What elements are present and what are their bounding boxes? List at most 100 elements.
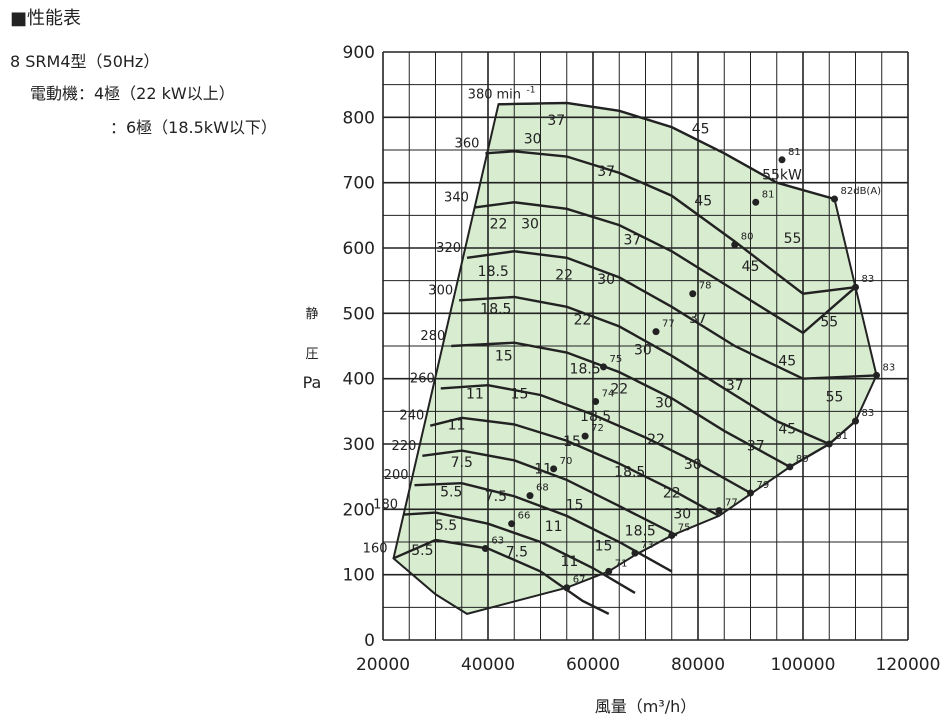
power-label: 5.5 <box>435 518 457 534</box>
power-label: 22 <box>647 432 665 448</box>
speed-label-180: 180 <box>373 498 398 513</box>
x-tick-label: 40000 <box>461 655 515 675</box>
speed-label-360: 360 <box>455 136 480 151</box>
noise-point <box>786 463 794 471</box>
noise-point <box>605 567 613 575</box>
x-tick-label: 120000 <box>876 655 941 675</box>
power-label: 22 <box>490 216 508 232</box>
speed-curve-300 <box>459 295 857 446</box>
power-label: 45 <box>694 194 712 210</box>
speed-label-340: 340 <box>444 190 469 205</box>
speed-curve-220 <box>422 449 678 537</box>
noise-point <box>689 290 697 298</box>
noise-label: 63 <box>491 536 504 547</box>
power-label: 37 <box>747 439 765 455</box>
y-axis-label: 圧 <box>305 347 318 362</box>
noise-label: 83 <box>883 362 896 373</box>
noise-point <box>592 398 600 406</box>
noise-label: 80 <box>796 454 809 465</box>
power-label: 30 <box>634 342 652 358</box>
noise-label: 78 <box>699 281 712 292</box>
power-label: 15 <box>511 386 529 402</box>
power-label: 55 <box>784 231 802 247</box>
power-label: 22 <box>574 312 592 328</box>
speed-curve-380 <box>498 101 835 201</box>
noise-label: 83 <box>862 408 875 419</box>
power-label: 55kW <box>762 167 802 183</box>
y-tick-label: 100 <box>343 566 375 586</box>
y-tick-label: 600 <box>343 239 375 259</box>
noise-label: 79 <box>757 480 770 491</box>
speed-curve-160 <box>393 538 610 615</box>
power-label: 55 <box>826 390 844 406</box>
power-label: 18.5 <box>480 301 511 317</box>
power-label: 30 <box>521 216 539 232</box>
power-label: 45 <box>778 354 796 370</box>
power-label: 37 <box>597 164 615 180</box>
y-tick-label: 0 <box>364 631 375 651</box>
power-label: 45 <box>692 122 710 138</box>
speed-label-240: 240 <box>399 409 424 424</box>
speed-unit-sup: -1 <box>527 85 536 95</box>
y-tick-label: 300 <box>343 435 375 455</box>
power-label: 11 <box>545 519 563 535</box>
power-label: 22 <box>663 486 681 502</box>
speed-curve-340 <box>474 201 857 335</box>
power-label: 30 <box>524 131 542 147</box>
noise-point <box>852 417 859 425</box>
power-label: 22 <box>555 267 573 283</box>
noise-label: 74 <box>602 389 615 400</box>
noise-point <box>631 549 639 557</box>
y-axis-label: 静 <box>305 307 318 322</box>
x-tick-label: 20000 <box>356 655 410 675</box>
speed-curve-200 <box>414 481 673 573</box>
power-label: 15 <box>495 348 513 364</box>
power-label: 18.5 <box>478 264 509 280</box>
speed-curve-260 <box>440 383 752 495</box>
power-label: 45 <box>778 422 796 438</box>
power-label: 11 <box>466 386 484 402</box>
noise-label: 71 <box>615 558 628 569</box>
power-label: 37 <box>547 113 565 129</box>
x-tick-label: 100000 <box>771 655 836 675</box>
power-label: 18.5 <box>570 361 601 377</box>
power-label: 30 <box>684 457 702 473</box>
noise-point <box>600 363 607 371</box>
speed-label-200: 200 <box>384 468 409 483</box>
power-label: 30 <box>655 395 673 411</box>
y-tick-label: 800 <box>343 108 375 128</box>
x-tick-label: 80000 <box>671 655 725 675</box>
power-label: 22 <box>610 382 628 398</box>
power-label: 15 <box>566 497 584 513</box>
y-tick-label: 700 <box>343 174 375 194</box>
noise-point <box>825 440 833 448</box>
power-label: 18.5 <box>580 409 611 425</box>
power-label: 5.5 <box>440 484 462 500</box>
power-label: 11 <box>534 461 552 477</box>
speed-curve-360 <box>485 150 856 295</box>
noise-point <box>731 241 739 249</box>
y-tick-label: 900 <box>343 43 375 63</box>
noise-point <box>563 584 571 592</box>
speed-label-260: 260 <box>410 371 435 386</box>
x-axis-label: 風量（m³/h） <box>595 697 697 716</box>
noise-point <box>852 283 859 291</box>
noise-point <box>508 520 516 528</box>
model-label: 8 SRM4型（50Hz） <box>10 52 160 71</box>
noise-label: 66 <box>518 511 531 522</box>
section-title: ■性能表 <box>10 8 82 29</box>
y-tick-label: 200 <box>343 500 375 520</box>
speed-label-160: 160 <box>363 541 388 556</box>
motor-label-2: ：6極（18.5kW以下） <box>110 118 277 137</box>
speed-curve-280 <box>451 341 830 469</box>
noise-point <box>526 492 534 500</box>
noise-point <box>747 489 754 497</box>
noise-label: 77 <box>662 319 675 330</box>
speed-curve-180 <box>403 511 636 594</box>
speed-label-300: 300 <box>428 283 453 298</box>
y-tick-label: 500 <box>343 304 375 324</box>
noise-label: 81 <box>835 431 848 442</box>
power-label: 55 <box>820 314 838 330</box>
speed-label-380: 380 <box>468 87 493 102</box>
